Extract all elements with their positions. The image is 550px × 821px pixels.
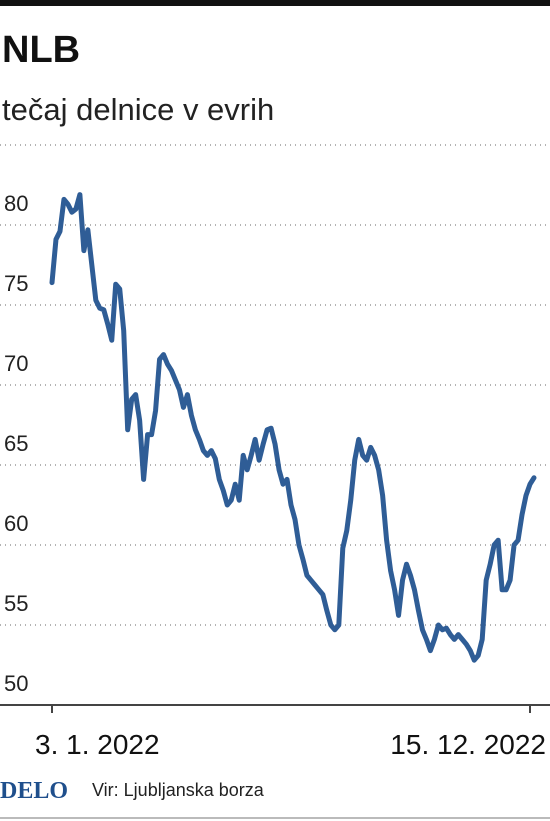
chart-title: NLB: [2, 29, 80, 71]
x-tick-label: 15. 12. 2022: [390, 729, 546, 760]
y-tick-label: 55: [4, 591, 28, 616]
top-bar: [0, 0, 550, 6]
y-tick-label: 75: [4, 271, 28, 296]
brand: DELO: [0, 778, 68, 804]
y-tick-label: 80: [4, 191, 28, 216]
chart-subtitle: tečaj delnice v evrih: [2, 92, 274, 127]
y-tick-label: 70: [4, 351, 28, 376]
y-tick-label: 60: [4, 511, 28, 536]
y-tick-label: 65: [4, 431, 28, 456]
price-line: [49, 192, 537, 663]
y-tick-label: 50: [4, 671, 28, 696]
source: Vir: Ljubljanska borza: [92, 780, 265, 800]
x-tick-label: 3. 1. 2022: [35, 729, 160, 760]
